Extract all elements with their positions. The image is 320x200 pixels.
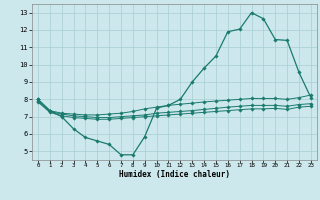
X-axis label: Humidex (Indice chaleur): Humidex (Indice chaleur) [119,170,230,179]
